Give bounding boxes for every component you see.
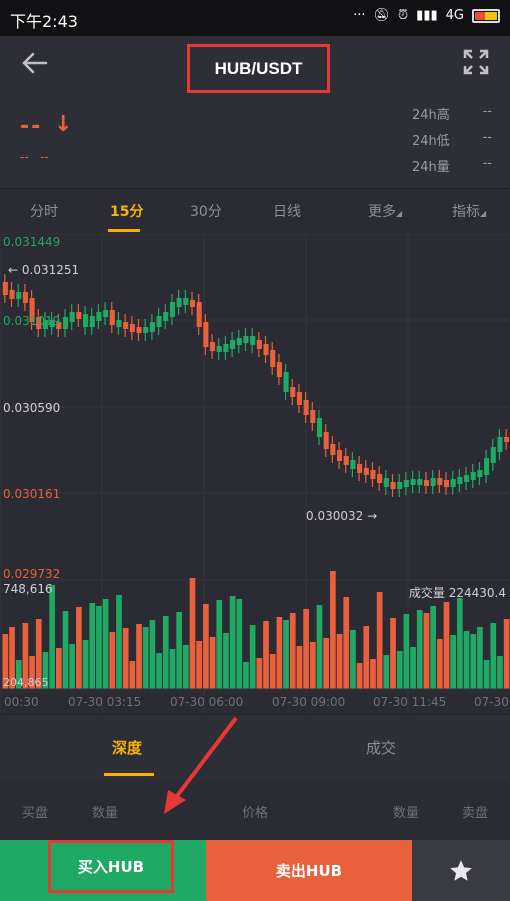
depth-columns-header: 买盘 数量 价格 数量 卖盘 (0, 782, 510, 838)
price-change-value: -- (20, 150, 29, 164)
dropdown-triangle-icon: ◢ (396, 209, 403, 218)
buy-button[interactable]: 买入HUB (48, 840, 174, 893)
tab-trades[interactable]: 成交 (366, 739, 397, 757)
tab-30min[interactable]: 30分 (190, 204, 222, 220)
price-change: -- -- (20, 150, 49, 164)
x-tick-3: 07-30 09:00 (272, 695, 346, 709)
fullscreen-icon[interactable] (462, 48, 490, 76)
signal-icon: ▮▮▮ (416, 8, 438, 23)
x-tick-4: 07-30 11:45 (373, 695, 447, 709)
timeframe-tabs: 分时 15分 30分 日线 更多◢ 指标◢ (0, 188, 510, 234)
y-label-4: 0.030161 (3, 487, 61, 501)
tab-depth[interactable]: 深度 (112, 739, 143, 757)
network-type: 4G (445, 8, 464, 23)
dropdown-triangle-icon: ◢ (480, 209, 487, 218)
tab-more-label: 更多 (368, 204, 396, 220)
mute-icon: 🔕︎ (373, 8, 391, 23)
col-buy: 买盘 (22, 806, 49, 821)
col-qty-right: 数量 (393, 806, 420, 821)
col-qty-left: 数量 (92, 806, 119, 821)
tab-indicators[interactable]: 指标◢ (452, 201, 486, 221)
favorite-button[interactable] (412, 840, 510, 901)
buy-area[interactable]: 买入HUB (0, 840, 206, 901)
stat-volume-label: 24h量 (412, 160, 450, 175)
market-header: HUB/USDT -- ↓ -- -- 24h高 -- 24h低 -- 24h量 -- (0, 36, 510, 188)
battery-icon (472, 8, 500, 23)
y-label-min: 0.029732 (3, 567, 61, 581)
x-tick-0: 00:30 (4, 695, 39, 709)
depth-trade-tabs: 深度 成交 (0, 714, 510, 782)
tab-indicators-label: 指标 (452, 204, 480, 220)
back-arrow-icon[interactable] (20, 48, 50, 78)
stats-24h: 24h高 -- 24h低 -- 24h量 -- (412, 104, 492, 182)
low-annotation: 0.030032 → (306, 509, 378, 523)
stat-high-label: 24h高 (412, 108, 450, 123)
y-label-2: 0.031019 (3, 314, 61, 328)
stat-high: 24h高 -- (412, 104, 492, 130)
col-sell: 卖盘 (462, 806, 489, 821)
action-bar: 买入HUB 卖出HUB (0, 840, 510, 901)
stat-low: 24h低 -- (412, 130, 492, 156)
y-label-max: 0.031449 (3, 235, 61, 249)
high-annotation-value: 0.031251 (21, 263, 80, 277)
star-icon (450, 859, 472, 881)
more-dots-icon: ··· (353, 8, 366, 23)
x-tick-2: 07-30 06:00 (170, 695, 244, 709)
sell-button[interactable]: 卖出HUB (206, 840, 412, 901)
alarm-icon: ⏰︎ (398, 8, 409, 23)
tab-timeline[interactable]: 分时 (30, 204, 58, 220)
x-tick-5: 07-30 (474, 695, 509, 709)
high-annotation: ← 0.031251 (8, 263, 80, 277)
x-tick-1: 07-30 03:15 (68, 695, 142, 709)
pair-title: HUB/USDT (187, 44, 330, 93)
price-down-arrow-icon: ↓ (54, 112, 73, 137)
stat-volume: 24h量 -- (412, 156, 492, 182)
last-price: -- (20, 114, 43, 139)
stat-volume-value: -- (482, 156, 492, 171)
y-label-3: 0.030590 (3, 401, 61, 415)
kline-chart[interactable]: 0.031449 0.031019 0.030590 0.030161 0.02… (0, 234, 510, 714)
chart-canvas (0, 234, 510, 714)
col-price: 价格 (242, 806, 269, 821)
status-time: 下午2:43 (10, 12, 78, 31)
stat-high-value: -- (482, 104, 492, 119)
volume-title: 成交量 224430.4 (408, 586, 506, 600)
price-change-percent: -- (40, 150, 49, 164)
tab-daily[interactable]: 日线 (273, 204, 301, 220)
status-bar: 下午2:43 ··· 🔕︎ ⏰︎ ▮▮▮ 4G (0, 0, 510, 36)
volume-min-label: 204,865 (3, 676, 49, 689)
depth-tab-indicator (104, 773, 154, 776)
stat-low-value: -- (482, 130, 492, 145)
volume-max-label: 748,616 (3, 582, 53, 596)
active-tab-indicator (108, 229, 140, 232)
stat-low-label: 24h低 (412, 134, 450, 149)
low-annotation-value: 0.030032 (306, 509, 364, 523)
tab-15min[interactable]: 15分 (110, 204, 144, 220)
tab-more[interactable]: 更多◢ (368, 201, 402, 221)
status-icons: ··· 🔕︎ ⏰︎ ▮▮▮ 4G (353, 8, 500, 23)
